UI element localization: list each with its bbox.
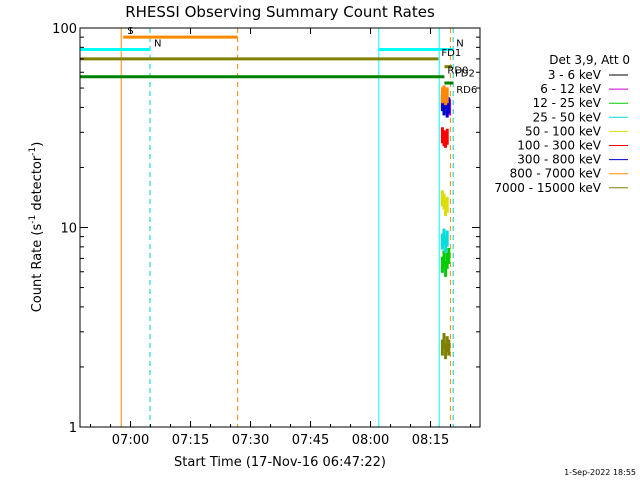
state-bar-label: FD1 xyxy=(441,48,461,59)
state-bar-label: N xyxy=(456,39,463,50)
x-tick-label: 08:00 xyxy=(352,433,389,448)
x-tick-label: 07:00 xyxy=(112,433,149,448)
state-bar-label: FD2 xyxy=(455,69,475,80)
plot-lines: SNNFD1FD2RD0RD6 xyxy=(80,26,477,427)
state-bar-label: RD6 xyxy=(456,85,477,96)
y-label-mid: detector xyxy=(30,155,45,215)
data-point xyxy=(442,193,446,210)
data-point xyxy=(444,89,448,106)
x-tick-label: 08:15 xyxy=(412,433,449,448)
legend-title: Det 3,9, Att 0 xyxy=(549,53,630,67)
y-tick-label: 10 xyxy=(60,222,77,237)
data-point xyxy=(444,343,448,360)
legend-label: 3 - 6 keV xyxy=(548,68,602,82)
legend-label: 25 - 50 keV xyxy=(533,110,602,124)
data-point xyxy=(444,260,448,277)
data-point xyxy=(444,236,448,253)
y-tick-label: 100 xyxy=(52,22,77,37)
data-point xyxy=(440,233,444,250)
data-point xyxy=(445,87,449,104)
footer-date: 1-Sep-2022 18:55 xyxy=(564,468,636,477)
data-point xyxy=(440,127,444,144)
data-point xyxy=(440,87,444,104)
y-label-end: ) xyxy=(30,142,45,147)
y-tick-label: 1 xyxy=(69,421,77,436)
data-point xyxy=(442,130,446,147)
axes-layer: 07:00 07:15 07:30 07:45 08:00 08:15 1 10 100 xyxy=(52,22,480,448)
data-point xyxy=(442,99,446,116)
data-point xyxy=(442,250,446,267)
x-tick-label: 07:30 xyxy=(232,433,269,448)
legend-label: 300 - 800 keV xyxy=(517,153,601,167)
data-point xyxy=(445,128,449,145)
data-point xyxy=(440,339,444,356)
y-label-main: Count Rate (s xyxy=(30,224,45,313)
x-tick-label: 07:45 xyxy=(292,433,329,448)
x-tick-label: 07:15 xyxy=(172,433,209,448)
state-bar-label: N xyxy=(154,39,161,50)
data-point xyxy=(442,85,446,102)
data-point xyxy=(440,256,444,273)
data-point xyxy=(447,97,451,114)
data-point xyxy=(445,336,449,353)
legend-label: 50 - 100 keV xyxy=(525,124,602,138)
data-point xyxy=(440,190,444,207)
legend-label: 6 - 12 keV xyxy=(540,82,602,96)
data-point xyxy=(445,196,449,213)
y-label-sup2: -1 xyxy=(28,147,38,156)
legend-label: 800 - 7000 keV xyxy=(510,167,602,181)
data-point xyxy=(444,200,448,217)
series-layer xyxy=(440,85,452,360)
x-axis-label: Start Time (17-Nov-16 06:47:22) xyxy=(174,455,386,470)
data-point xyxy=(442,228,446,245)
data-point xyxy=(445,230,449,247)
y-axis-label: Count Rate (s-1 detector-1) xyxy=(28,142,45,313)
legend-label: 100 - 300 keV xyxy=(517,139,601,153)
chart-title: RHESSI Observing Summary Count Rates xyxy=(125,3,435,21)
legend-label: 7000 - 15000 keV xyxy=(494,181,601,195)
data-point xyxy=(445,252,449,269)
data-point xyxy=(445,101,449,118)
state-bar-label: RD0 xyxy=(447,66,468,77)
data-point xyxy=(447,247,451,264)
data-point xyxy=(442,332,446,349)
legend-label: 12 - 25 keV xyxy=(533,96,602,110)
y-label-sup1: -1 xyxy=(28,215,38,224)
data-point xyxy=(447,339,451,356)
data-point xyxy=(444,131,448,148)
